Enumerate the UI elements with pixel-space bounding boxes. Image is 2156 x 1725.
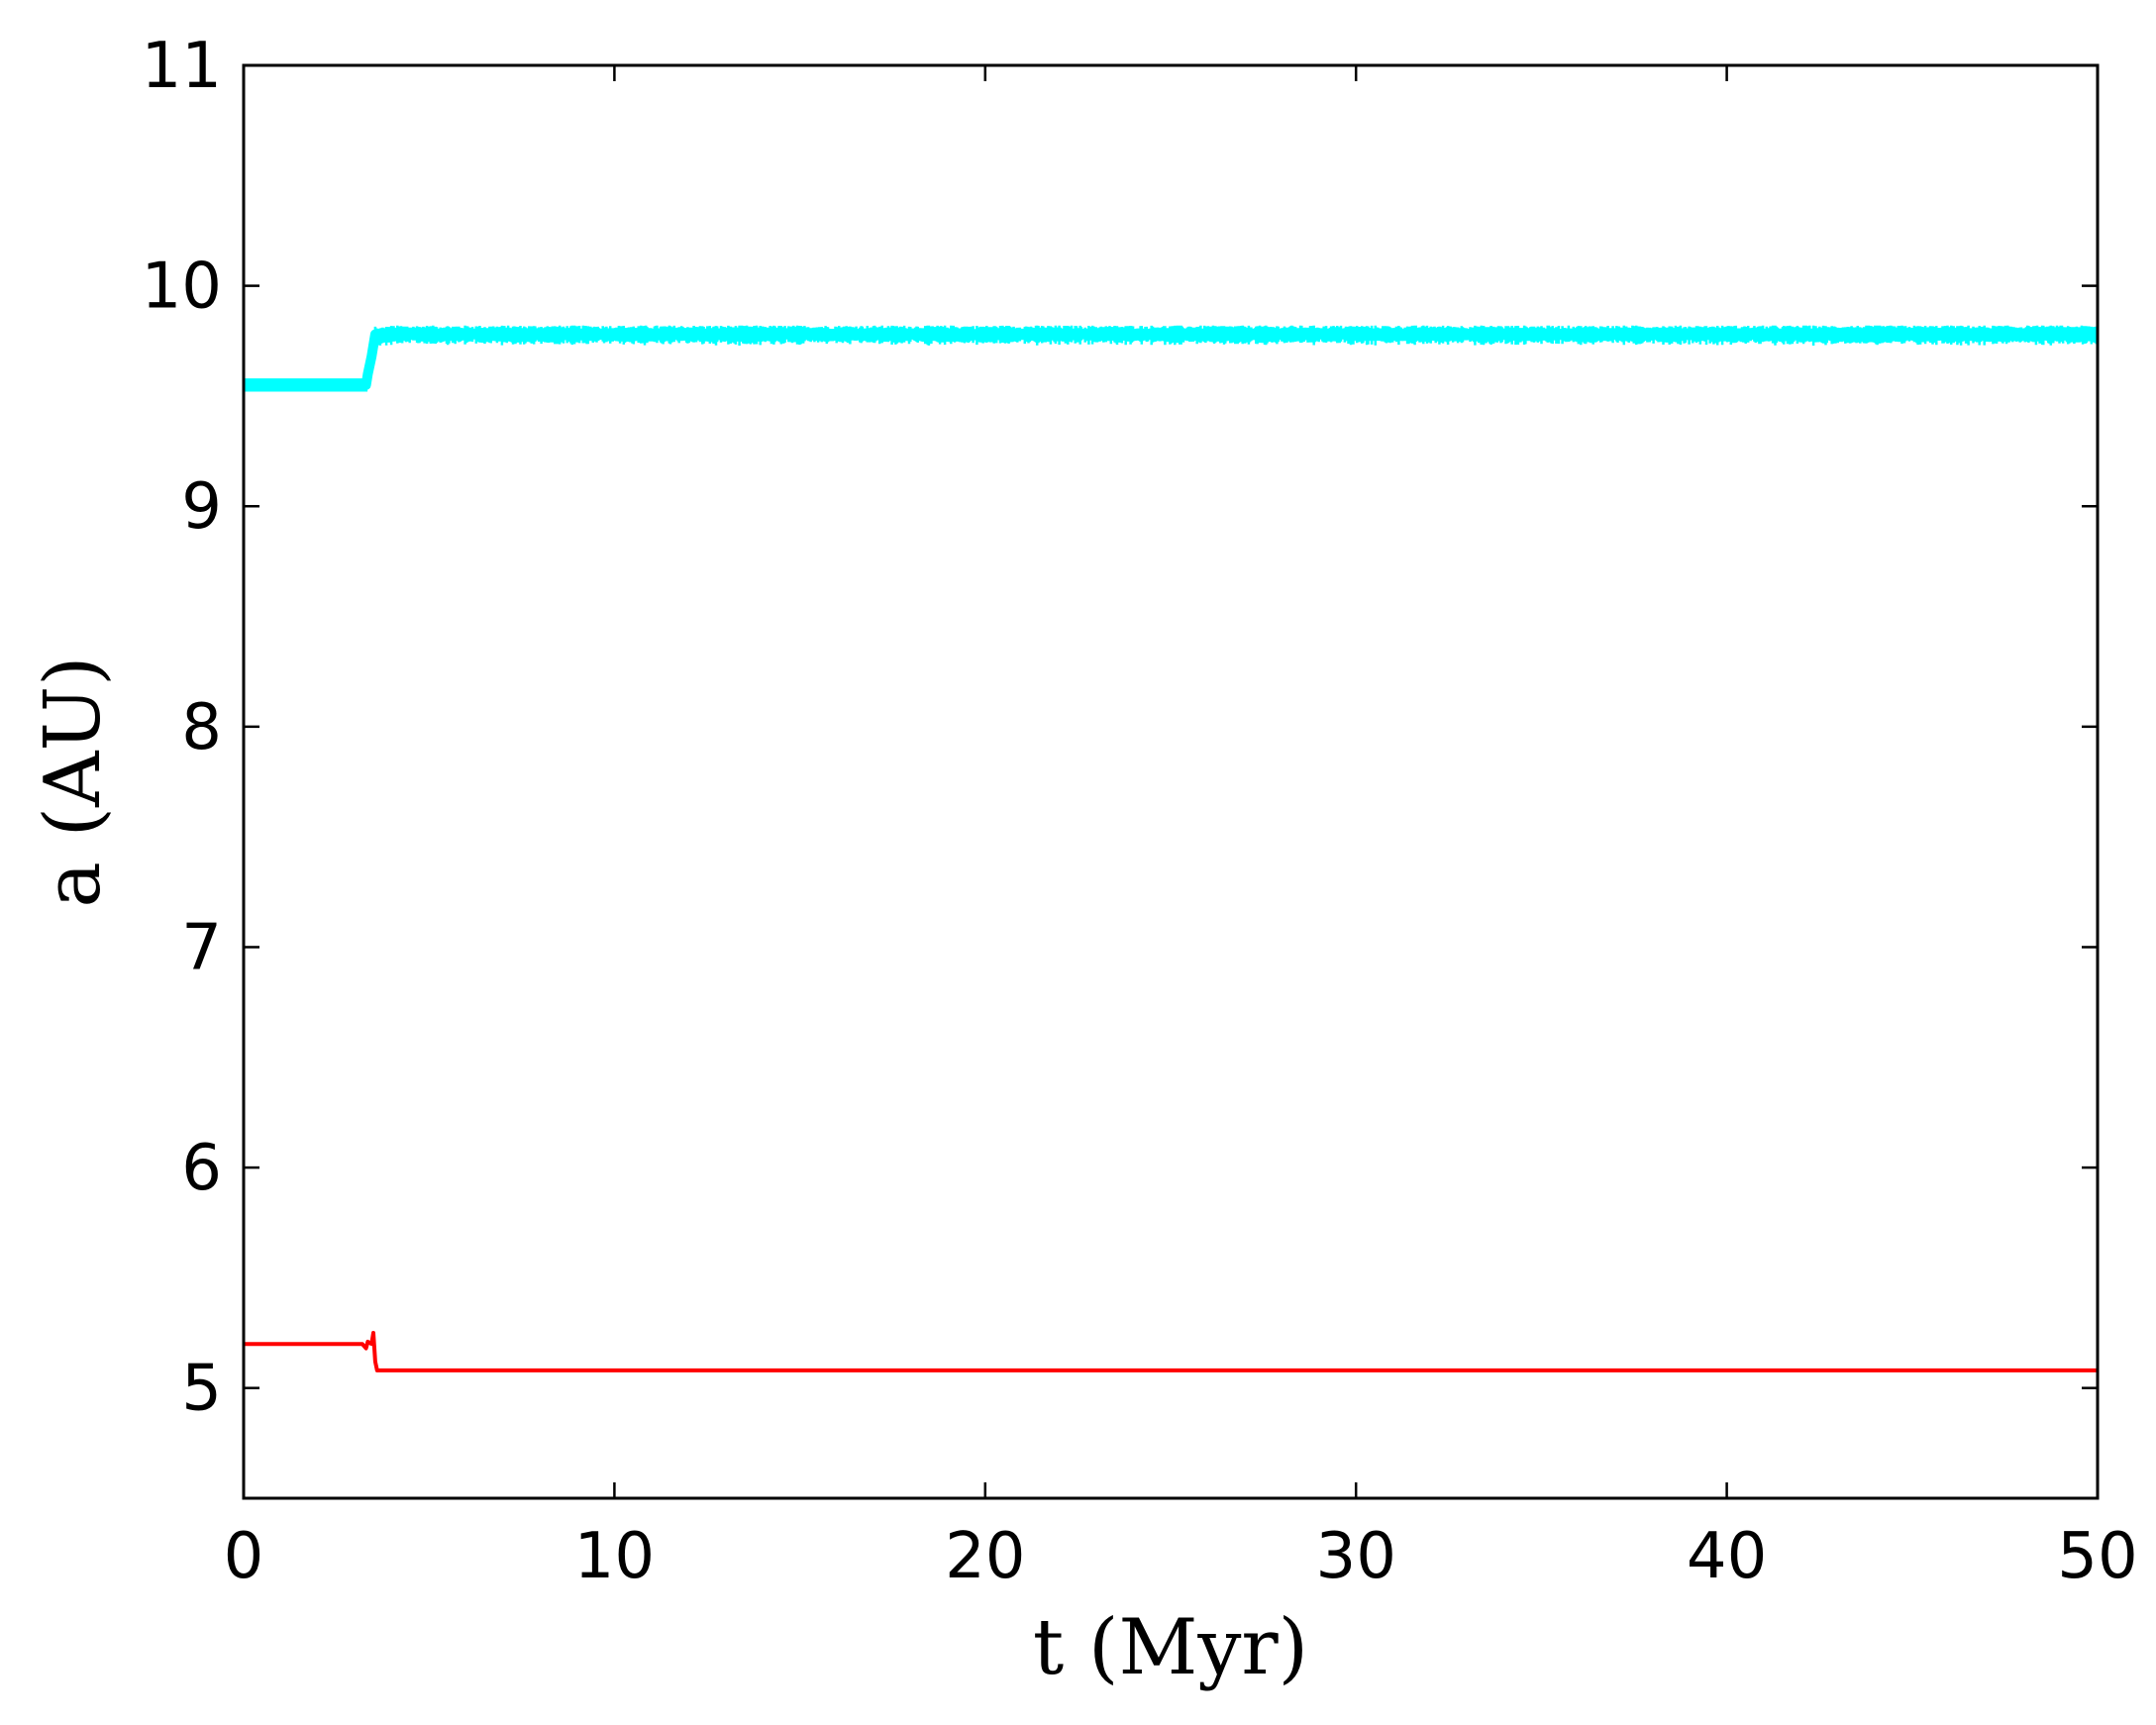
x-tick-label: 0 (224, 1520, 264, 1593)
axes-layer: 0 10 20 30 40 50 5 6 7 8 9 10 11 (142, 30, 2138, 1593)
y-axis-label: a (AU) (29, 656, 118, 907)
x-tick-label: 40 (1687, 1520, 1767, 1593)
series-layer (244, 325, 2098, 1372)
y-tick-label: 5 (181, 1353, 222, 1426)
x-tick-label: 20 (945, 1520, 1025, 1593)
x-tick-label: 30 (1315, 1520, 1395, 1593)
y-tick-label: 6 (181, 1132, 222, 1205)
series-0-band-pre (244, 378, 368, 392)
y-tick-label: 10 (142, 251, 222, 324)
y-tick-label: 7 (181, 911, 222, 984)
y-tick-label: 8 (181, 691, 222, 764)
y-tick-label: 9 (181, 470, 222, 544)
y-tick-label: 11 (142, 30, 222, 103)
series-1-line (244, 1331, 2098, 1372)
plot-frame (242, 63, 2100, 1500)
series-0-band (373, 325, 2098, 346)
x-tick-label: 50 (2057, 1520, 2137, 1593)
x-tick-label: 10 (574, 1520, 655, 1593)
x-axis-label: t (Myr) (1033, 1603, 1308, 1692)
